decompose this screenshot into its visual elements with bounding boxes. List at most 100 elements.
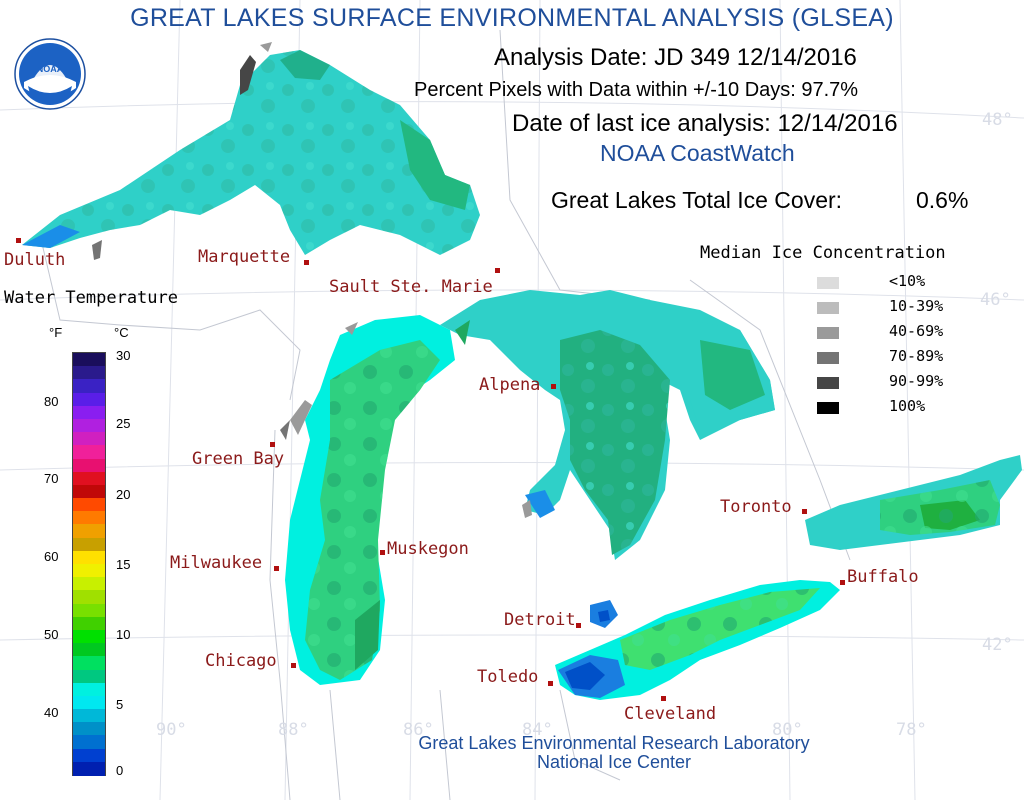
- city-marker-milwaukee: [274, 566, 279, 571]
- last-ice-analysis: Date of last ice analysis: 12/14/2016: [512, 110, 898, 137]
- colorbar-swatch: [73, 511, 105, 525]
- noaa-logo: NOAA: [14, 38, 86, 110]
- city-label-green-bay: Green Bay: [192, 449, 285, 469]
- credit-nic: National Ice Center: [536, 752, 692, 772]
- colorbar-swatch: [73, 590, 105, 605]
- ice-legend-swatch: [817, 277, 839, 289]
- colorbar-swatch: [73, 629, 105, 644]
- city-label-marquette: Marquette: [198, 247, 291, 267]
- ice-legend-swatch: [817, 377, 839, 389]
- city-label-duluth: Duluth: [4, 250, 66, 270]
- state-boundaries: [39, 29, 851, 800]
- colorbar-swatch: [73, 366, 105, 380]
- ice-legend-swatch: [817, 402, 839, 414]
- ice-legend-title: Median Ice Concentration: [700, 243, 946, 263]
- c-tick-30: 30: [116, 348, 131, 363]
- f-tick-60: 60: [44, 549, 59, 564]
- grid-label-lon84: 84°: [522, 720, 553, 740]
- c-tick-5: 5: [116, 697, 124, 712]
- noaa-logo-icon: [14, 38, 86, 110]
- city-marker-cleveland: [661, 696, 666, 701]
- colorbar-swatch: [73, 405, 105, 420]
- ice-legend-label: 90-99%: [889, 372, 944, 390]
- colorbar-swatch: [73, 484, 105, 499]
- water-temp-title: Water Temperature: [4, 288, 178, 308]
- colorbar-swatch: [73, 761, 105, 776]
- grid-label-lon80: 80°: [772, 720, 803, 740]
- coastwatch-label: NOAA CoastWatch: [600, 140, 795, 166]
- city-label-muskegon: Muskegon: [387, 539, 469, 559]
- lake-erie: [555, 580, 840, 700]
- percent-pixels: Percent Pixels with Data within +/-10 Da…: [414, 79, 859, 101]
- ice-legend-label: <10%: [889, 272, 926, 290]
- water-temp-colorbar: [72, 352, 106, 776]
- city-marker-sault: [495, 268, 500, 273]
- colorbar-swatch: [73, 432, 105, 446]
- colorbar-swatch: [73, 748, 105, 763]
- colorbar-swatch: [73, 418, 105, 433]
- colorbar-swatch: [73, 537, 105, 552]
- f-tick-40: 40: [44, 705, 59, 720]
- colorbar-swatch: [73, 735, 105, 750]
- colorbar-swatch: [73, 353, 105, 367]
- c-tick-20: 20: [116, 487, 131, 502]
- colorbar-swatch: [73, 498, 105, 512]
- city-label-toronto: Toronto: [720, 497, 792, 517]
- c-tick-25: 25: [116, 416, 131, 431]
- c-tick-0: 0: [116, 763, 124, 778]
- colorbar-swatch: [73, 682, 105, 697]
- city-marker-chicago: [291, 663, 296, 668]
- city-marker-buffalo: [840, 580, 845, 585]
- grid-label-lat46: 46°: [980, 290, 1011, 310]
- lake-michigan: [280, 315, 455, 685]
- colorbar-swatch: [73, 379, 105, 394]
- c-tick-10: 10: [116, 627, 131, 642]
- city-marker-marquette: [304, 260, 309, 265]
- city-label-chicago: Chicago: [205, 651, 277, 671]
- city-marker-duluth: [16, 238, 21, 243]
- colorbar-swatch: [73, 709, 105, 723]
- colorbar-swatch: [73, 564, 105, 578]
- f-tick-80: 80: [44, 394, 59, 409]
- total-ice-label: Great Lakes Total Ice Cover:: [551, 187, 843, 213]
- page-title: GREAT LAKES SURFACE ENVIRONMENTAL ANALYS…: [130, 4, 894, 32]
- ice-legend-label: 100%: [889, 397, 926, 415]
- c-tick-15: 15: [116, 557, 131, 572]
- grid-label-lon86: 86°: [403, 720, 434, 740]
- colorbar-swatch: [73, 643, 105, 657]
- city-marker-muskegon: [380, 550, 385, 555]
- colorbar-swatch: [73, 695, 105, 710]
- colorbar-swatch: [73, 392, 105, 407]
- water-temp-unit-c: °C: [114, 325, 129, 340]
- colorbar-swatch: [73, 577, 105, 591]
- lake-superior: [22, 42, 480, 260]
- f-tick-50: 50: [44, 627, 59, 642]
- city-label-cleveland: Cleveland: [624, 704, 717, 724]
- lake-huron: [440, 290, 775, 560]
- colorbar-swatch: [73, 669, 105, 684]
- grid-label-lon88: 88°: [278, 720, 309, 740]
- lake-ontario: [805, 455, 1022, 550]
- total-ice-value: 0.6%: [916, 187, 969, 213]
- colorbar-swatch: [73, 550, 105, 565]
- noaa-logo-text: NOAA: [36, 64, 64, 74]
- grid-label-lat42: 42°: [982, 635, 1013, 655]
- ice-legend-swatch: [817, 302, 839, 314]
- colorbar-swatch: [73, 656, 105, 670]
- ice-legend-label: 70-89%: [889, 347, 944, 365]
- ice-legend-label: 10-39%: [889, 297, 944, 315]
- city-marker-toronto: [802, 509, 807, 514]
- colorbar-swatch: [73, 471, 105, 486]
- ice-legend-label: 40-69%: [889, 322, 944, 340]
- city-marker-toledo: [548, 681, 553, 686]
- ice-legend-swatch: [817, 327, 839, 339]
- credit-glerl: Great Lakes Environmental Research Labor…: [418, 733, 810, 753]
- city-marker-green-bay: [270, 442, 275, 447]
- city-label-toledo: Toledo: [477, 667, 539, 687]
- city-label-milwaukee: Milwaukee: [170, 553, 263, 573]
- grid-label-lon78: 78°: [896, 720, 927, 740]
- grid-label-lat48: 48°: [982, 110, 1013, 130]
- city-marker-detroit: [576, 623, 581, 628]
- ice-legend-swatch: [817, 352, 839, 364]
